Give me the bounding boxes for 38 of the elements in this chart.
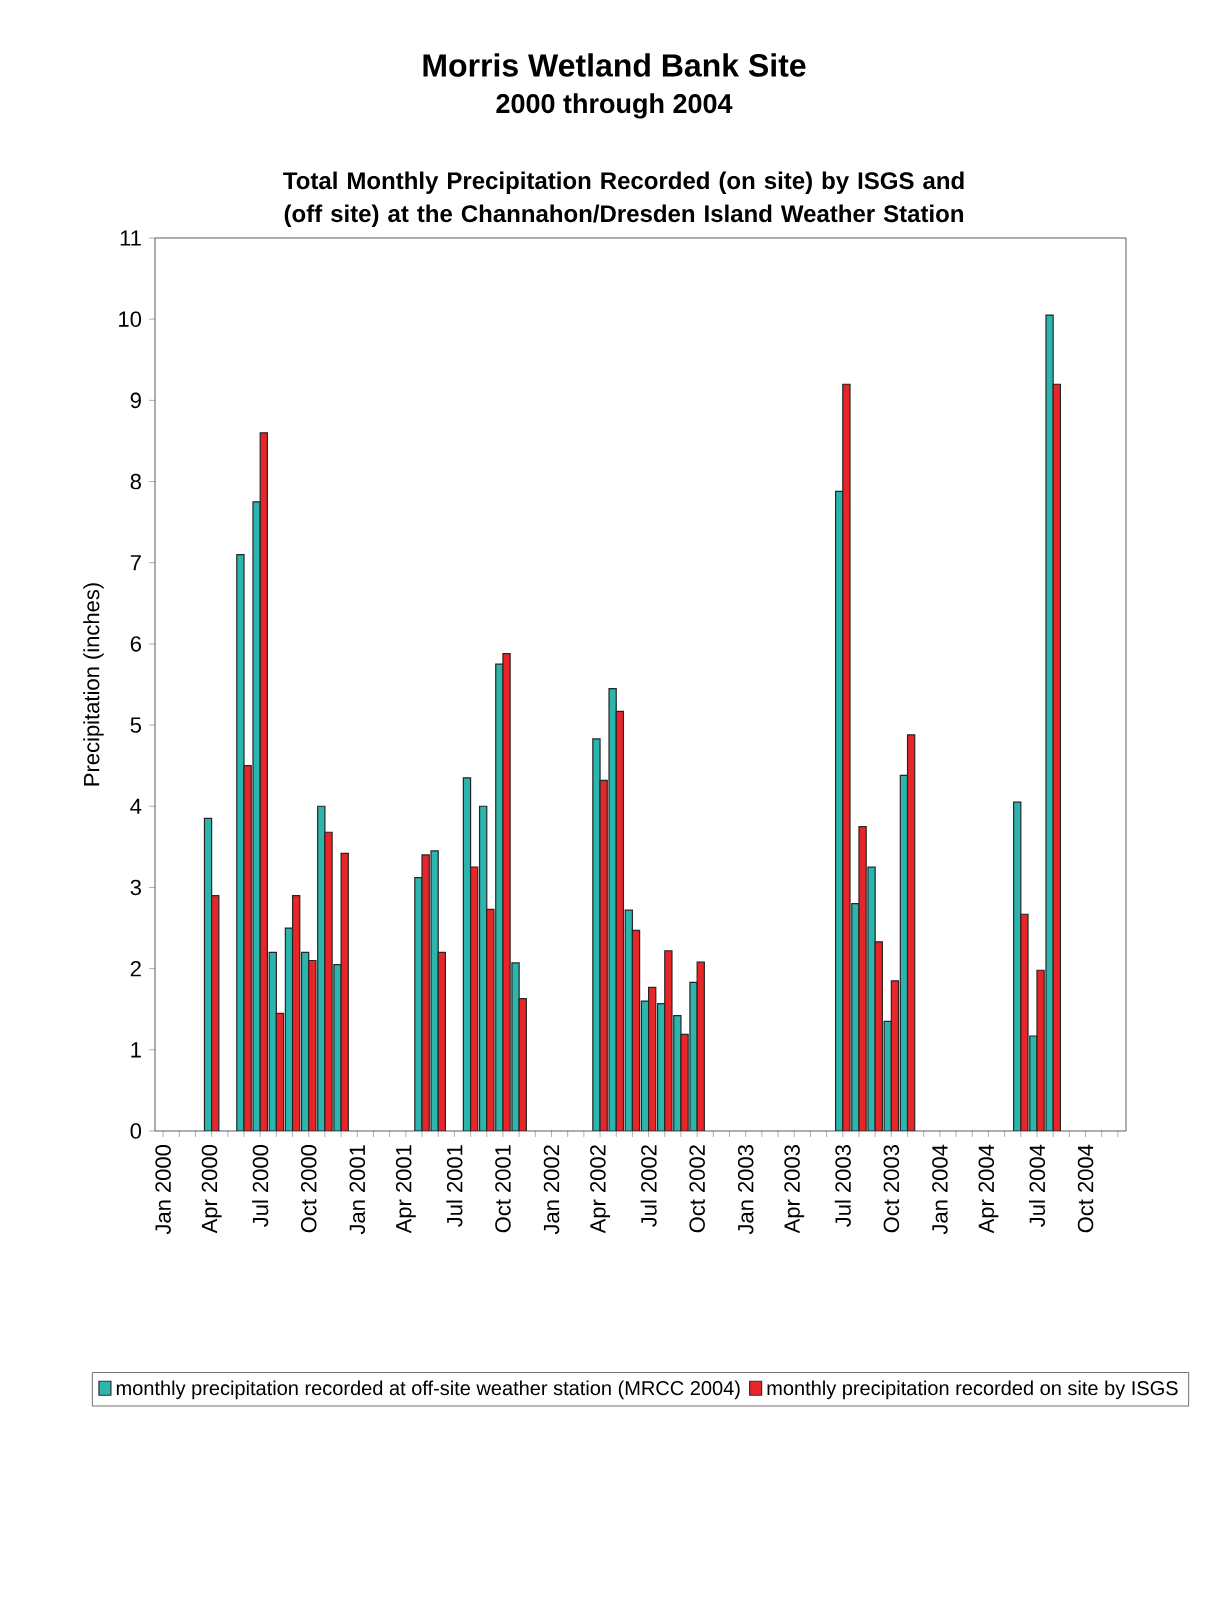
- x-tick-label: Oct 2000: [300, 1144, 317, 1233]
- x-tick-label: Jul 2003: [834, 1145, 851, 1227]
- x-tick-label: Jan 2003: [737, 1145, 754, 1235]
- y-tick-label: 4: [130, 798, 142, 814]
- x-tick-label: Apr 2003: [784, 1145, 805, 1234]
- x-tick-label: Oct 2003: [883, 1145, 900, 1233]
- y-tick-label: 7: [130, 555, 141, 571]
- y-tick-label: 5: [130, 717, 141, 733]
- x-tick-label: Oct 2001: [495, 1145, 511, 1233]
- legend-label: monthly precipitation recorded on site by ISGS: [767, 1380, 1178, 1400]
- y-tick-label: 3: [130, 879, 141, 896]
- x-tick-label: Jul 2000: [252, 1144, 269, 1227]
- y-tick-label: 1: [131, 1042, 141, 1058]
- x-tick-label: Oct 2004: [1077, 1144, 1094, 1233]
- x-tick-label: Apr 2002: [590, 1145, 610, 1234]
- x-tick-label: Jan 2004: [932, 1144, 948, 1235]
- y-tick-label: 8: [130, 473, 141, 490]
- x-tick-label: Jul 2001: [446, 1145, 463, 1227]
- chart-subtitle: 2000 through 2004: [496, 93, 733, 119]
- chart-title: Morris Wetland Bank Site: [423, 53, 806, 77]
- y-tick-label: 2: [130, 960, 141, 977]
- x-tick-label: Apr 2004: [978, 1144, 999, 1234]
- x-tick-label: Apr 2001: [395, 1145, 416, 1234]
- x-tick-label: Jan 2000: [155, 1144, 171, 1235]
- legend-label: monthly precipitation recorded at off-site weather station (MRCC 2004): [116, 1380, 740, 1400]
- y-tick-label: 0: [130, 1123, 142, 1139]
- x-tick-label: Apr 2000: [201, 1144, 222, 1234]
- y-tick-label: 11: [120, 230, 141, 246]
- x-tick-label: Jan 2002: [543, 1145, 560, 1235]
- y-axis-title: Precipitation (inches): [83, 583, 104, 786]
- y-tick-label: 6: [130, 636, 141, 652]
- x-tick-label: Jan 2001: [349, 1145, 366, 1235]
- x-tick-label: Jul 2002: [640, 1145, 657, 1227]
- y-tick-label: 9: [130, 392, 141, 409]
- x-tick-label: Oct 2002: [689, 1145, 705, 1233]
- y-tick-label: 10: [119, 311, 142, 327]
- text: Total Monthly Precipitation Recorded (on site) by ISGS and (off site) at the Channahon/Dresden Island Weather Station: [283, 171, 964, 227]
- x-tick-label: Jul 2004: [1028, 1144, 1046, 1227]
